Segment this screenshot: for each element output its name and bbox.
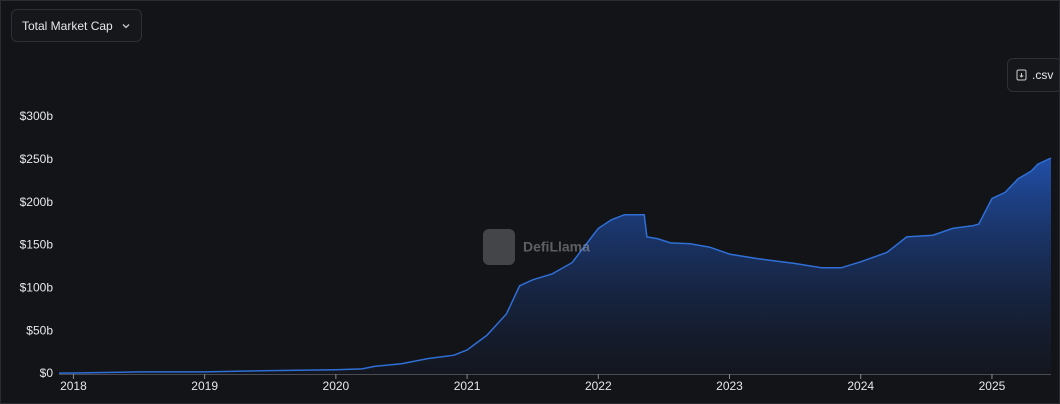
y-tick-label: $150b — [20, 238, 54, 252]
dropdown-label: Total Market Cap — [22, 18, 113, 33]
y-tick-label: $50b — [26, 323, 53, 337]
csv-button[interactable]: .csv — [1007, 58, 1059, 92]
x-tick-label: 2022 — [585, 379, 612, 393]
y-tick-label: $200b — [20, 195, 54, 209]
y-tick-label: $300b — [20, 109, 54, 123]
metric-dropdown[interactable]: Total Market Cap — [11, 9, 142, 42]
x-tick-label: 2025 — [979, 379, 1006, 393]
x-tick-label: 2019 — [191, 379, 218, 393]
watermark: DefiLlama — [483, 229, 590, 265]
area-fill — [59, 158, 1051, 374]
watermark-text: DefiLlama — [523, 239, 590, 255]
x-tick-label: 2023 — [716, 379, 743, 393]
y-tick-label: $250b — [20, 152, 54, 166]
x-tick-label: 2021 — [454, 379, 481, 393]
csv-label: .csv — [1032, 68, 1054, 82]
chevron-icon — [122, 23, 130, 28]
x-tick-label: 2018 — [60, 379, 87, 393]
x-tick-label: 2020 — [323, 379, 350, 393]
y-tick-label: $0 — [40, 366, 54, 380]
file-icon — [1016, 69, 1027, 81]
y-tick-label: $100b — [20, 281, 54, 295]
watermark-logo — [483, 229, 515, 265]
area-line — [58, 157, 1052, 374]
x-tick-label: 2024 — [847, 379, 874, 393]
